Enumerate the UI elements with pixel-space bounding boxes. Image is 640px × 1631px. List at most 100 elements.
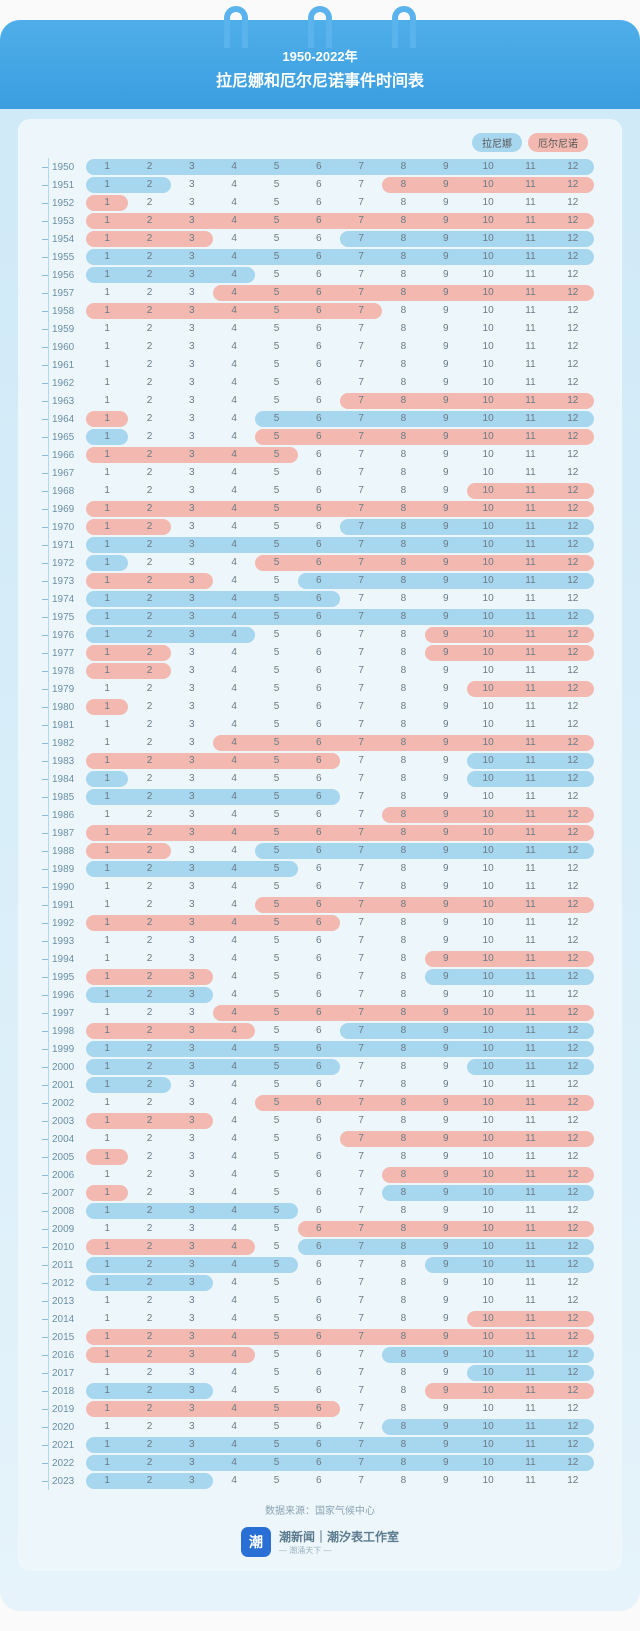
month-cell: 3 bbox=[171, 230, 213, 248]
month-cell: 3 bbox=[171, 1400, 213, 1418]
year-row: 1978123456789101112 bbox=[18, 662, 622, 680]
month-cell: 4 bbox=[213, 1346, 255, 1364]
month-cell: 2 bbox=[128, 626, 170, 644]
month-cell: 11 bbox=[509, 860, 551, 878]
month-cell: 5 bbox=[255, 932, 297, 950]
month-cell: 6 bbox=[298, 788, 340, 806]
month-cell: 12 bbox=[552, 338, 594, 356]
month-cell: 1 bbox=[86, 1148, 128, 1166]
month-cell: 1 bbox=[86, 1256, 128, 1274]
month-cell: 4 bbox=[213, 1094, 255, 1112]
month-cell: 8 bbox=[382, 878, 424, 896]
year-row: 2015123456789101112 bbox=[18, 1328, 622, 1346]
month-cell: 12 bbox=[552, 734, 594, 752]
month-cell: 11 bbox=[509, 698, 551, 716]
month-cell: 10 bbox=[467, 1472, 509, 1490]
month-cell: 8 bbox=[382, 500, 424, 518]
month-cell: 1 bbox=[86, 1382, 128, 1400]
month-cell: 10 bbox=[467, 950, 509, 968]
month-cell: 12 bbox=[552, 1112, 594, 1130]
month-cell: 4 bbox=[213, 338, 255, 356]
month-cell: 2 bbox=[128, 1112, 170, 1130]
year-row: 1954123456789101112 bbox=[18, 230, 622, 248]
legend-lanina: 拉尼娜 bbox=[472, 133, 522, 152]
year-row: 2020123456789101112 bbox=[18, 1418, 622, 1436]
month-cell: 10 bbox=[467, 248, 509, 266]
month-cell: 11 bbox=[509, 1022, 551, 1040]
month-cell: 6 bbox=[298, 464, 340, 482]
month-cell: 6 bbox=[298, 1130, 340, 1148]
month-cell: 8 bbox=[382, 1076, 424, 1094]
month-cell: 11 bbox=[509, 1202, 551, 1220]
month-cell: 10 bbox=[467, 932, 509, 950]
month-cell: 6 bbox=[298, 338, 340, 356]
month-cell: 4 bbox=[213, 1364, 255, 1382]
month-cell: 11 bbox=[509, 932, 551, 950]
year-label: 2022 bbox=[48, 1458, 86, 1469]
month-cell: 5 bbox=[255, 1382, 297, 1400]
month-cell: 7 bbox=[340, 1400, 382, 1418]
month-cell: 1 bbox=[86, 230, 128, 248]
year-row: 2017123456789101112 bbox=[18, 1364, 622, 1382]
month-cell: 2 bbox=[128, 1166, 170, 1184]
months-strip: 123456789101112 bbox=[86, 950, 622, 968]
title-range: 1950-2022年 bbox=[10, 46, 630, 65]
month-cell: 11 bbox=[509, 392, 551, 410]
month-cell: 8 bbox=[382, 1112, 424, 1130]
month-cell: 2 bbox=[128, 878, 170, 896]
binder-rings bbox=[0, 6, 640, 48]
month-cell: 1 bbox=[86, 518, 128, 536]
month-cell: 3 bbox=[171, 212, 213, 230]
month-cell: 3 bbox=[171, 824, 213, 842]
year-row: 1952123456789101112 bbox=[18, 194, 622, 212]
month-cell: 8 bbox=[382, 230, 424, 248]
months-strip: 123456789101112 bbox=[86, 428, 622, 446]
month-cell: 10 bbox=[467, 374, 509, 392]
month-cell: 6 bbox=[298, 1382, 340, 1400]
month-cell: 4 bbox=[213, 1328, 255, 1346]
year-label: 1973 bbox=[48, 576, 86, 587]
month-cell: 6 bbox=[298, 644, 340, 662]
months-strip: 123456789101112 bbox=[86, 176, 622, 194]
month-cell: 8 bbox=[382, 932, 424, 950]
month-cell: 2 bbox=[128, 1310, 170, 1328]
month-cell: 12 bbox=[552, 482, 594, 500]
month-cell: 8 bbox=[382, 518, 424, 536]
month-cell: 3 bbox=[171, 482, 213, 500]
months-strip: 123456789101112 bbox=[86, 284, 622, 302]
month-cell: 10 bbox=[467, 1166, 509, 1184]
month-cell: 6 bbox=[298, 662, 340, 680]
month-cell: 1 bbox=[86, 176, 128, 194]
month-cell: 8 bbox=[382, 428, 424, 446]
month-cell: 1 bbox=[86, 536, 128, 554]
month-cell: 8 bbox=[382, 1292, 424, 1310]
month-cell: 3 bbox=[171, 338, 213, 356]
month-cell: 8 bbox=[382, 824, 424, 842]
year-label: 2020 bbox=[48, 1422, 86, 1433]
month-cell: 1 bbox=[86, 392, 128, 410]
year-label: 2003 bbox=[48, 1116, 86, 1127]
month-cell: 11 bbox=[509, 734, 551, 752]
month-cell: 6 bbox=[298, 950, 340, 968]
month-cell: 4 bbox=[213, 662, 255, 680]
month-cell: 12 bbox=[552, 716, 594, 734]
month-cell: 4 bbox=[213, 1400, 255, 1418]
month-cell: 9 bbox=[425, 752, 467, 770]
month-cell: 5 bbox=[255, 662, 297, 680]
month-cell: 11 bbox=[509, 770, 551, 788]
month-cell: 12 bbox=[552, 1472, 594, 1490]
month-cell: 7 bbox=[340, 284, 382, 302]
month-cell: 10 bbox=[467, 1292, 509, 1310]
month-cell: 1 bbox=[86, 1166, 128, 1184]
month-cell: 2 bbox=[128, 950, 170, 968]
year-label: 2016 bbox=[48, 1350, 86, 1361]
year-label: 1999 bbox=[48, 1044, 86, 1055]
month-cell: 4 bbox=[213, 1040, 255, 1058]
month-cell: 6 bbox=[298, 176, 340, 194]
month-cell: 5 bbox=[255, 1166, 297, 1184]
year-row: 1963123456789101112 bbox=[18, 392, 622, 410]
year-row: 1972123456789101112 bbox=[18, 554, 622, 572]
month-cell: 5 bbox=[255, 1112, 297, 1130]
y-axis-line bbox=[48, 158, 49, 1490]
month-cell: 2 bbox=[128, 536, 170, 554]
